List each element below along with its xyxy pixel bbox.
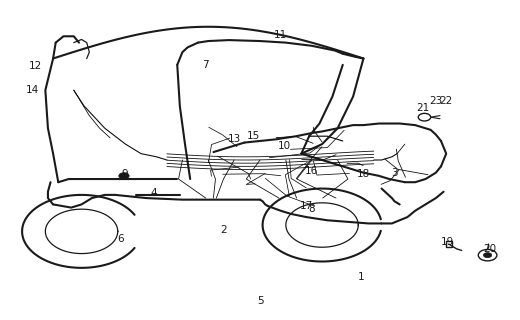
Text: 18: 18 (357, 169, 370, 179)
Text: 15: 15 (247, 131, 261, 141)
Text: 14: 14 (26, 85, 39, 95)
Text: 9: 9 (121, 169, 128, 179)
Text: 21: 21 (417, 103, 430, 113)
Text: 12: 12 (29, 61, 42, 71)
Text: 4: 4 (151, 188, 157, 198)
Text: 2: 2 (220, 225, 227, 235)
Circle shape (119, 173, 129, 179)
Text: 5: 5 (257, 296, 263, 306)
Text: 3: 3 (391, 168, 398, 178)
Text: 17: 17 (300, 201, 313, 211)
Text: 7: 7 (202, 60, 209, 70)
Text: 19: 19 (440, 237, 454, 247)
Circle shape (484, 252, 492, 258)
Text: 23: 23 (429, 96, 443, 106)
Text: 13: 13 (228, 134, 241, 144)
Text: 1: 1 (358, 272, 364, 282)
Text: 22: 22 (439, 96, 453, 106)
Text: 6: 6 (117, 234, 124, 244)
Text: 11: 11 (274, 30, 288, 40)
Text: 20: 20 (484, 244, 497, 254)
Text: 8: 8 (308, 204, 315, 214)
Text: 16: 16 (305, 166, 318, 176)
Text: 10: 10 (278, 141, 291, 151)
